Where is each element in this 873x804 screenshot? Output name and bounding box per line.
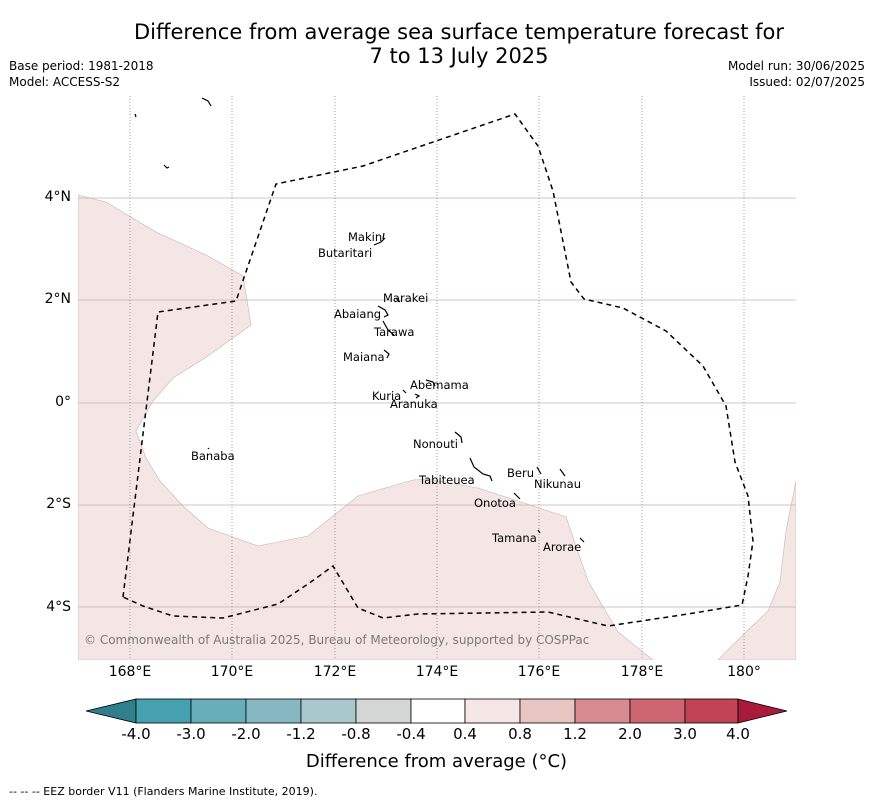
- map-title: Difference from average sea surface temp…: [0, 20, 873, 68]
- island-north-3: [163, 164, 170, 169]
- label-tabiteuea: Tabiteuea: [418, 473, 475, 487]
- longitude-gridlines: [129, 96, 745, 660]
- lon-label-178e: 178°E: [620, 664, 664, 680]
- colorbar-label: Difference from average (°C): [305, 751, 568, 772]
- island-marakei: [395, 297, 401, 303]
- colorbar-cell-2: [190, 698, 247, 724]
- island-north-1: [134, 113, 137, 118]
- label-beru: Beru: [507, 466, 534, 480]
- colorbar: [86, 698, 788, 724]
- model-run: Model run: 30/06/2025: [727, 59, 865, 73]
- label-tamana: Tamana: [491, 531, 537, 545]
- title-line-2: 7 to 13 July 2025: [369, 44, 549, 68]
- anomaly-area-west: [78, 194, 654, 660]
- lon-label-176e: 176°E: [517, 664, 561, 680]
- colorbar-cell-1: [135, 698, 192, 724]
- colorbar-tick: 1.2: [563, 725, 587, 743]
- colorbar-tick: -1.2: [286, 725, 316, 743]
- island-abemama: [425, 379, 436, 387]
- island-abaiang: [377, 305, 389, 318]
- lon-label-180: 180°: [727, 664, 761, 680]
- title-line-1: Difference from average sea surface temp…: [134, 20, 784, 44]
- island-beru: [536, 466, 542, 475]
- label-arorae: Arorae: [543, 540, 581, 554]
- label-maiana: Maiana: [343, 350, 385, 364]
- lon-label-172e: 172°E: [313, 664, 357, 680]
- island-butaritari: [373, 237, 386, 246]
- island-tamana: [537, 529, 541, 534]
- lat-label-2n: 2°N: [44, 291, 71, 307]
- island-tabiteuea: [469, 457, 493, 482]
- colorbar-tick: 3.0: [673, 725, 697, 743]
- colorbar-tick: -4.0: [121, 725, 151, 743]
- label-marakei: Marakei: [383, 291, 428, 305]
- model-name: Model: ACCESS-S2: [9, 75, 121, 89]
- colorbar-cell-8: [519, 698, 576, 724]
- label-tarawa: Tarawa: [373, 325, 414, 339]
- colorbar-cell-7: [464, 698, 521, 724]
- island-maiana: [383, 349, 390, 359]
- colorbar-tick: 4.0: [726, 725, 750, 743]
- lat-label-4n: 4°N: [44, 189, 71, 205]
- island-nikunau: [559, 468, 566, 477]
- label-makin: Makin: [348, 230, 382, 244]
- label-nonouti: Nonouti: [413, 437, 458, 451]
- label-kuria: Kuria: [372, 389, 401, 403]
- lat-label-0: 0°: [55, 394, 71, 410]
- lon-label-174e: 174°E: [415, 664, 459, 680]
- colorbar-tick: -0.4: [396, 725, 426, 743]
- island-marks: [134, 97, 585, 543]
- colorbar-cell-10: [629, 698, 686, 724]
- label-aranuka: Aranuka: [390, 397, 438, 411]
- lon-label-170e: 170°E: [210, 664, 254, 680]
- colorbar-tick: 0.4: [453, 725, 477, 743]
- island-arorae: [579, 537, 585, 543]
- meta-right: Model run: 30/06/2025 Issued: 02/07/2025: [728, 58, 865, 90]
- copyright-notice: © Commonwealth of Australia 2025, Bureau…: [84, 633, 589, 647]
- colorbar-cell-6: [410, 698, 466, 724]
- meta-left: Base period: 1981-2018 Model: ACCESS-S2: [9, 58, 154, 90]
- colorbar-cell-3: [245, 698, 302, 724]
- island-makin: [382, 232, 385, 240]
- colorbar-cell-5: [355, 698, 412, 724]
- label-butaritari: Butaritari: [318, 246, 372, 260]
- island-onotoa: [513, 492, 521, 500]
- island-banaba: [207, 447, 210, 450]
- colorbar-tick: 2.0: [618, 725, 642, 743]
- place-labels: Makin Butaritari Marakei Abaiang Tarawa …: [191, 230, 581, 554]
- label-abaiang: Abaiang: [334, 307, 381, 321]
- colorbar-tick: -0.8: [341, 725, 371, 743]
- colorbar-tick: -2.0: [231, 725, 261, 743]
- colorbar-cell-under: [86, 698, 137, 724]
- colorbar-cell-9: [574, 698, 631, 724]
- eez-border: [122, 113, 754, 627]
- base-period: Base period: 1981-2018: [9, 59, 154, 73]
- anomaly-area-east: [717, 480, 796, 660]
- colorbar-cell-11: [684, 698, 739, 724]
- neutral-area-southeast: [653, 652, 718, 660]
- issued-date: Issued: 02/07/2025: [749, 75, 865, 89]
- island-nonouti: [454, 431, 463, 444]
- colorbar-tick: 0.8: [508, 725, 532, 743]
- lat-label-2s: 2°S: [46, 496, 71, 512]
- label-onotoa: Onotoa: [474, 496, 516, 510]
- colorbar-tick: -3.0: [176, 725, 206, 743]
- colorbar-cell-4: [300, 698, 357, 724]
- label-abemama: Abemama: [410, 378, 469, 392]
- label-nikunau: Nikunau: [534, 477, 581, 491]
- map-panel: Makin Butaritari Marakei Abaiang Tarawa …: [78, 96, 796, 660]
- island-north-2: [201, 97, 212, 107]
- lat-label-4s: 4°S: [46, 599, 71, 615]
- island-aranuka: [414, 393, 421, 399]
- island-kuria: [402, 389, 407, 394]
- island-tarawa: [382, 320, 395, 336]
- lon-label-168e: 168°E: [108, 664, 152, 680]
- eez-legend-note: -- -- -- EEZ border V11 (Flanders Marine…: [9, 785, 318, 798]
- label-banaba: Banaba: [191, 449, 235, 463]
- colorbar-cell-over: [737, 698, 788, 724]
